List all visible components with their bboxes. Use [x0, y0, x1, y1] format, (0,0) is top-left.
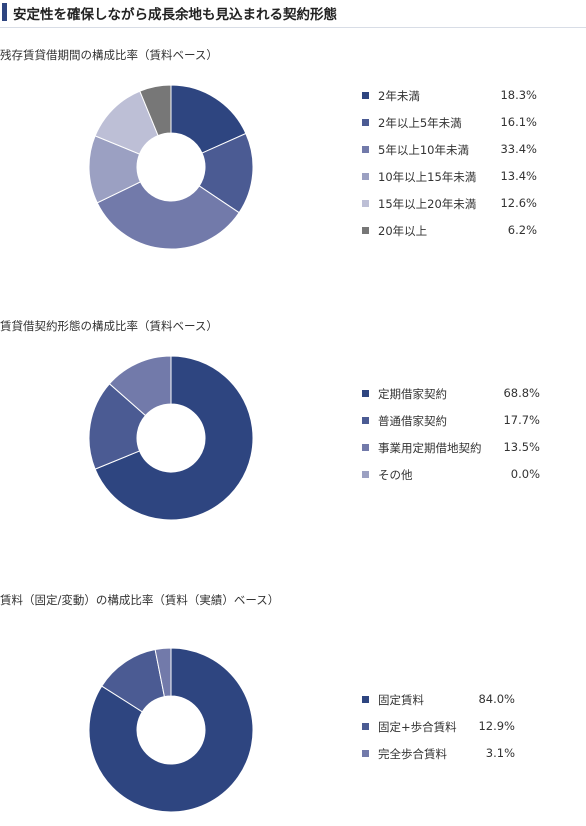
legend-item: 普通借家契約 17.7% [362, 413, 540, 440]
legend-item: 20年以上 6.2% [362, 223, 537, 250]
legend-label: 事業用定期借地契約 [378, 441, 482, 455]
legend-swatch [362, 92, 369, 99]
legend-value: 13.5% [503, 440, 540, 454]
legend-label: 20年以上 [378, 224, 428, 238]
legend-value: 0.0% [510, 467, 540, 481]
legend-swatch [362, 750, 369, 757]
legend-item: 固定賃料 84.0% [362, 692, 515, 719]
donut-slice-0-2 [96, 181, 240, 250]
legend-swatch [362, 444, 369, 451]
legend-item: その他 0.0% [362, 467, 540, 494]
legend-swatch [362, 227, 369, 234]
legend-contract-type: 定期借家契約 68.8% 普通借家契約 17.7% 事業用定期借地契約 13.5% その他 0… [362, 386, 540, 494]
legend-swatch [362, 471, 369, 478]
legend-value: 3.1% [485, 746, 515, 760]
legend-value: 6.2% [507, 223, 537, 237]
chart-title-rent-type: 賃料（固定/変動）の構成比率（賃料（実績）ベース） [0, 593, 280, 607]
donut-chart-rent-type [88, 647, 254, 813]
legend-item: 完全歩合賃料 3.1% [362, 746, 515, 773]
legend-value: 12.6% [500, 196, 537, 210]
legend-label: その他 [378, 468, 413, 482]
header-accent-bar [2, 3, 7, 21]
donut-slice-2-0 [88, 647, 254, 813]
legend-value: 68.8% [503, 386, 540, 400]
legend-value: 33.4% [500, 142, 537, 156]
legend-item: 2年未満 18.3% [362, 88, 537, 115]
legend-label: 2年以上5年未満 [378, 116, 462, 130]
donut-slice-1-2 [108, 355, 172, 417]
chart-title-contract-type: 賃貸借契約形態の構成比率（賃料ベース） [0, 319, 218, 333]
legend-swatch [362, 417, 369, 424]
legend-label: 2年未満 [378, 89, 420, 103]
legend-value: 16.1% [500, 115, 537, 129]
legend-label: 10年以上15年未満 [378, 170, 477, 184]
legend-label: 完全歩合賃料 [378, 747, 447, 761]
legend-value: 13.4% [500, 169, 537, 183]
legend-swatch [362, 723, 369, 730]
legend-item: 事業用定期借地契約 13.5% [362, 440, 540, 467]
legend-lease-term: 2年未満 18.3% 2年以上5年未満 16.1% 5年以上10年未満 33.4% 10年以… [362, 88, 537, 250]
legend-value: 18.3% [500, 88, 537, 102]
donut-slice-1-0 [94, 355, 254, 521]
legend-label: 15年以上20年未満 [378, 197, 477, 211]
legend-swatch [362, 200, 369, 207]
legend-label: 5年以上10年未満 [378, 143, 469, 157]
legend-swatch [362, 146, 369, 153]
page-header: 安定性を確保しながら成長余地も見込まれる契約形態 [0, 0, 586, 28]
legend-label: 普通借家契約 [378, 414, 447, 428]
donut-chart-lease-term [88, 84, 254, 250]
legend-label: 固定賃料 [378, 693, 424, 707]
legend-item: 10年以上15年未満 13.4% [362, 169, 537, 196]
legend-item: 2年以上5年未満 16.1% [362, 115, 537, 142]
legend-item: 15年以上20年未満 12.6% [362, 196, 537, 223]
donut-slice-2-2 [154, 647, 172, 698]
legend-swatch [362, 696, 369, 703]
legend-label: 定期借家契約 [378, 387, 447, 401]
page-title: 安定性を確保しながら成長余地も見込まれる契約形態 [13, 7, 337, 23]
legend-value: 17.7% [503, 413, 540, 427]
legend-item: 5年以上10年未満 33.4% [362, 142, 537, 169]
chart-title-lease-term: 残存賃貸借期間の構成比率（賃料ベース） [0, 48, 218, 62]
legend-swatch [362, 390, 369, 397]
donut-slice-1-1 [88, 383, 147, 470]
legend-swatch [362, 173, 369, 180]
legend-item: 固定+歩合賃料 12.9% [362, 719, 515, 746]
legend-swatch [362, 119, 369, 126]
donut-chart-contract-type [88, 355, 254, 521]
legend-item: 定期借家契約 68.8% [362, 386, 540, 413]
legend-rent-type: 固定賃料 84.0% 固定+歩合賃料 12.9% 完全歩合賃料 3.1% [362, 692, 515, 773]
donut-slice-0-5 [139, 84, 172, 137]
legend-value: 12.9% [478, 719, 515, 733]
legend-label: 固定+歩合賃料 [378, 720, 457, 734]
legend-value: 84.0% [478, 692, 515, 706]
